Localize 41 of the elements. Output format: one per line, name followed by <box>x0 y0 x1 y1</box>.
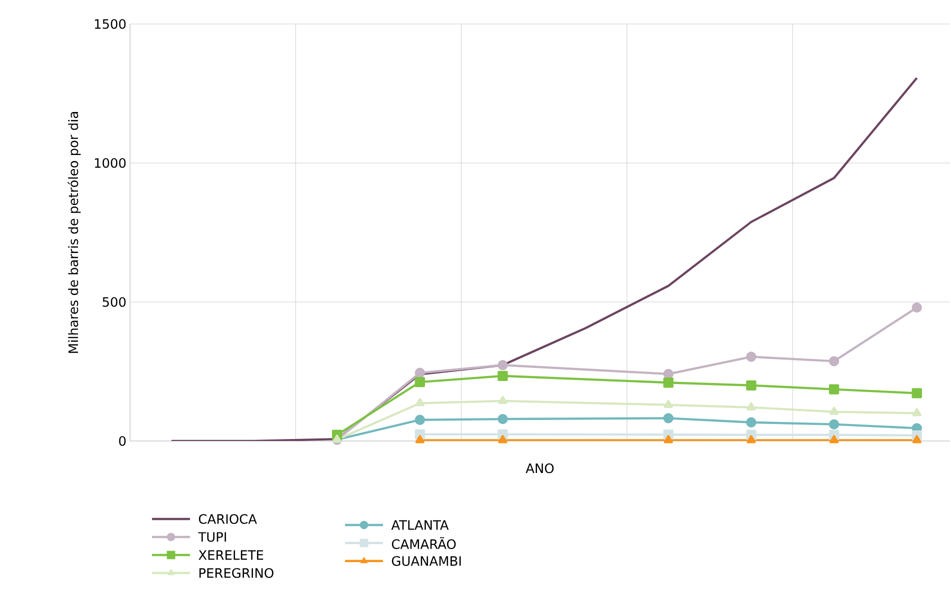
point <box>746 417 756 428</box>
legend-label: CARIOCA <box>198 514 257 524</box>
point <box>746 435 756 444</box>
point <box>415 435 424 444</box>
point <box>829 435 839 444</box>
point <box>663 413 674 424</box>
point <box>912 408 922 416</box>
point <box>912 388 922 398</box>
legend-label: PEREGRINO <box>199 568 274 578</box>
y-tick-label: 500 <box>102 297 126 307</box>
point <box>664 400 673 408</box>
legend-label: TUPI <box>198 532 226 542</box>
y-tick-label: 1000 <box>94 158 126 168</box>
y-tick-label: 1500 <box>94 19 126 29</box>
point <box>912 302 922 313</box>
point <box>498 396 508 404</box>
x-axis-title: ANO <box>526 463 554 474</box>
point <box>664 435 673 444</box>
y-tick-label: 0 <box>119 436 126 446</box>
point <box>746 352 756 362</box>
point <box>746 402 756 410</box>
legend-label: ATLANTA <box>391 520 449 530</box>
legend-label: CAMARÃO <box>392 536 456 550</box>
legend-label: GUANAMBI <box>392 556 461 566</box>
point <box>746 380 756 390</box>
point <box>498 414 508 424</box>
point <box>498 370 508 382</box>
point <box>912 435 922 444</box>
y-axis-title: Milhares de barris de petróleo por dia <box>68 112 81 353</box>
point <box>828 384 840 394</box>
point <box>663 378 674 388</box>
point <box>414 376 425 388</box>
point <box>828 419 840 430</box>
point <box>415 398 424 406</box>
point <box>414 368 425 378</box>
point <box>828 356 840 366</box>
point <box>414 414 425 425</box>
point <box>498 360 508 370</box>
point <box>829 406 839 415</box>
point <box>498 435 508 444</box>
legend-label: XERELETE <box>198 550 264 560</box>
